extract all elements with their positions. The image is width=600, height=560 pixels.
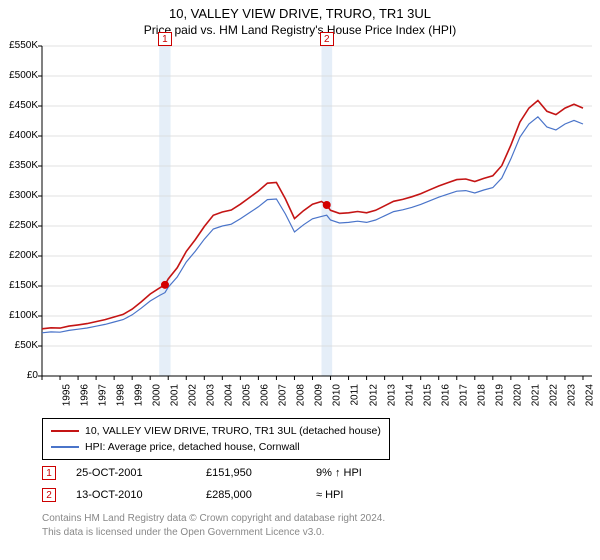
x-axis-label: 2022 xyxy=(548,384,559,406)
sale-marker-icon: 1 xyxy=(42,466,56,480)
x-axis-label: 2021 xyxy=(530,384,541,406)
sale-marker-icon: 2 xyxy=(320,32,334,46)
x-axis-label: 2012 xyxy=(368,384,379,406)
y-axis-label: £100K xyxy=(0,310,38,321)
x-axis-label: 2019 xyxy=(494,384,505,406)
y-axis-label: £550K xyxy=(0,40,38,51)
footer-line: This data is licensed under the Open Gov… xyxy=(42,526,385,540)
legend: 10, VALLEY VIEW DRIVE, TRURO, TR1 3UL (d… xyxy=(42,418,390,460)
x-axis-label: 2018 xyxy=(476,384,487,406)
table-row: 2 13-OCT-2010 £285,000 ≈ HPI xyxy=(42,484,416,506)
x-axis-label: 1996 xyxy=(79,384,90,406)
y-axis-label: £50K xyxy=(0,340,38,351)
sale-marker-icon: 1 xyxy=(158,32,172,46)
x-axis-label: 2013 xyxy=(386,384,397,406)
sale-date: 25-OCT-2001 xyxy=(76,467,206,479)
footer-attribution: Contains HM Land Registry data © Crown c… xyxy=(42,512,385,539)
x-axis-label: 1995 xyxy=(61,384,72,406)
sale-price: £285,000 xyxy=(206,489,316,501)
x-axis-label: 1997 xyxy=(97,384,108,406)
x-axis-label: 2020 xyxy=(512,384,523,406)
sale-vs-hpi: 9% ↑ HPI xyxy=(316,467,416,479)
page-subtitle: Price paid vs. HM Land Registry's House … xyxy=(0,23,600,37)
x-axis-label: 2015 xyxy=(422,384,433,406)
x-axis-label: 1999 xyxy=(133,384,144,406)
x-axis-label: 2000 xyxy=(151,384,162,406)
x-axis-label: 2024 xyxy=(584,384,595,406)
price-chart: £0£50K£100K£150K£200K£250K£300K£350K£400… xyxy=(42,46,592,376)
y-axis-label: £0 xyxy=(0,370,38,381)
sale-vs-hpi: ≈ HPI xyxy=(316,489,416,501)
footer-line: Contains HM Land Registry data © Crown c… xyxy=(42,512,385,526)
legend-swatch xyxy=(51,446,79,448)
x-axis-label: 2017 xyxy=(458,384,469,406)
x-axis-label: 1998 xyxy=(115,384,126,406)
legend-label: 10, VALLEY VIEW DRIVE, TRURO, TR1 3UL (d… xyxy=(85,425,381,437)
x-axis-label: 2023 xyxy=(566,384,577,406)
y-axis-label: £150K xyxy=(0,280,38,291)
x-axis-label: 2014 xyxy=(404,384,415,406)
x-axis-label: 2001 xyxy=(169,384,180,406)
y-axis-label: £250K xyxy=(0,220,38,231)
y-axis-label: £350K xyxy=(0,160,38,171)
sale-point-icon xyxy=(161,281,169,289)
x-axis-label: 2007 xyxy=(278,384,289,406)
x-axis-label: 2003 xyxy=(206,384,217,406)
sales-table: 1 25-OCT-2001 £151,950 9% ↑ HPI 2 13-OCT… xyxy=(42,462,416,506)
series-property xyxy=(42,101,583,329)
legend-swatch xyxy=(51,430,79,432)
y-axis-label: £500K xyxy=(0,70,38,81)
x-axis-label: 2011 xyxy=(349,384,360,406)
x-axis-label: 2016 xyxy=(440,384,451,406)
x-axis-label: 2009 xyxy=(314,384,325,406)
series-hpi xyxy=(42,117,583,333)
x-axis-label: 2008 xyxy=(296,384,307,406)
x-axis-label: 2002 xyxy=(187,384,198,406)
legend-item: 10, VALLEY VIEW DRIVE, TRURO, TR1 3UL (d… xyxy=(51,423,381,439)
y-axis-label: £450K xyxy=(0,100,38,111)
y-axis-label: £400K xyxy=(0,130,38,141)
y-axis-label: £300K xyxy=(0,190,38,201)
sale-point-icon xyxy=(323,201,331,209)
x-axis-label: 2006 xyxy=(260,384,271,406)
page-title: 10, VALLEY VIEW DRIVE, TRURO, TR1 3UL xyxy=(0,6,600,21)
legend-item: HPI: Average price, detached house, Corn… xyxy=(51,439,381,455)
x-axis-label: 2010 xyxy=(332,384,343,406)
sale-price: £151,950 xyxy=(206,467,316,479)
x-axis-label: 2004 xyxy=(224,384,235,406)
sale-date: 13-OCT-2010 xyxy=(76,489,206,501)
table-row: 1 25-OCT-2001 £151,950 9% ↑ HPI xyxy=(42,462,416,484)
sale-marker-icon: 2 xyxy=(42,488,56,502)
x-axis-label: 2005 xyxy=(242,384,253,406)
legend-label: HPI: Average price, detached house, Corn… xyxy=(85,441,300,453)
y-axis-label: £200K xyxy=(0,250,38,261)
